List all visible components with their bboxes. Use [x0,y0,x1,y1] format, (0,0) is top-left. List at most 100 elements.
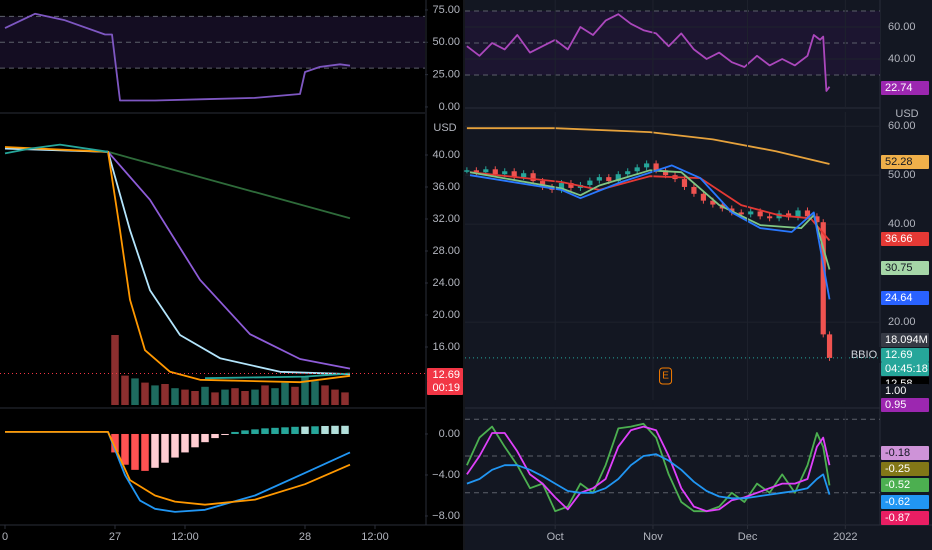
x-tick-label: 12:00 [171,531,199,543]
bar [181,389,189,405]
candle [700,193,707,201]
bar [281,427,289,434]
bar [251,389,259,405]
y-tick-label: 50.00 [888,169,916,181]
bar [241,430,249,434]
price-badge [881,398,929,412]
series-line [5,431,351,506]
candle [502,171,508,175]
bar [141,433,149,471]
bar [191,391,199,405]
series-line [466,453,831,500]
y-tick-label: 36.00 [432,181,460,193]
x-tick-label: 0 [2,531,8,543]
candle [558,183,565,190]
candle [492,169,498,175]
candle [464,170,470,172]
price-badge-label: -0.87 [885,512,910,524]
candle [804,210,811,217]
candle [539,181,546,187]
price-badge-label: 22.74 [885,82,913,94]
x-tick-label: 27 [109,531,121,543]
candle [814,216,820,223]
candle [634,167,640,172]
bar [261,385,269,405]
y-tick-label: 50.00 [432,36,460,48]
bar [111,433,119,453]
y-tick-label: 40.00 [888,53,916,65]
bar [161,433,169,463]
price-badge [881,261,929,275]
bar [331,425,339,434]
y-tick-label: 24.00 [432,277,460,289]
bar [331,389,339,405]
price-badge-label: 30.75 [885,262,913,274]
price-badge [427,368,463,382]
price-badge [881,446,929,460]
price-badge [427,381,463,395]
bar [141,382,149,405]
price-badge-label: -0.25 [885,463,910,475]
bar [311,381,319,405]
price-badge [881,478,929,492]
price-badge-label: -0.18 [885,447,910,459]
candle [691,186,697,194]
price-badge-label: 12.69 [885,349,913,361]
x-tick-label: 12:00 [361,531,389,543]
bar [131,378,139,405]
bar [311,426,319,434]
bar [261,428,269,434]
bar [321,385,329,405]
price-badge-label: 24.64 [885,292,913,304]
candle [757,211,763,217]
y-tick-label: 0.00 [439,428,460,440]
y-tick-label: 40.00 [432,149,460,161]
price-badge [881,462,929,476]
price-badge [881,384,929,398]
candle [767,216,773,219]
candle [473,170,479,173]
price-badge [881,495,929,509]
price-badge-label: 04:45:18 [885,363,928,375]
bar [271,388,279,405]
bar [111,335,119,405]
y-tick-label: 60.00 [888,21,916,33]
price-badge-label: 36.66 [885,233,913,245]
candle [710,200,716,205]
price-badge-label: -0.52 [885,479,910,491]
candle [748,211,754,215]
bar [191,433,199,448]
bar [201,433,209,443]
candle [615,174,621,182]
series-line [4,143,351,380]
bar [231,388,239,405]
price-badge-label: 12.69 [432,369,460,381]
x-tick-label: Dec [738,531,758,543]
series-line [469,164,831,300]
event-label: E [662,371,669,382]
price-badge [881,362,929,376]
y-tick-label: 75.00 [432,4,460,16]
bar [341,392,349,405]
bar [131,433,139,470]
bar [211,433,219,439]
candle [625,171,631,175]
price-badge-label: 52.28 [885,156,913,168]
price-badge [881,333,929,347]
bar [211,392,219,405]
candle [681,179,688,187]
bar [221,433,229,436]
bar [121,433,129,465]
bar [281,382,289,405]
x-tick-label: 28 [299,531,311,543]
bar [341,425,349,434]
price-badge [881,81,929,95]
bar [251,429,259,434]
y-tick-label: 32.00 [432,213,460,225]
price-badge-label: -0.62 [885,496,910,508]
bar [241,391,249,405]
y-tick-label: 20.00 [432,309,460,321]
x-tick-label: 2022 [833,531,857,543]
y-tick-label: 28.00 [432,245,460,257]
